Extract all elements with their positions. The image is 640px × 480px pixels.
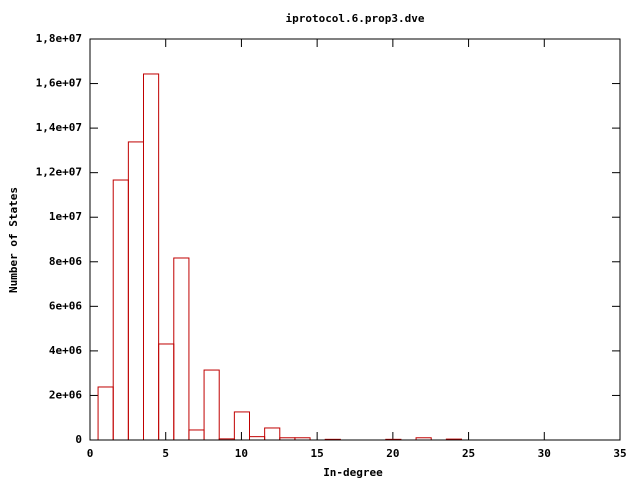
y-tick-label: 0	[75, 433, 82, 446]
y-tick-label: 6e+06	[49, 299, 82, 312]
x-tick-label: 0	[87, 447, 94, 460]
y-tick-label: 1,8e+07	[36, 32, 82, 45]
plot-border	[89, 38, 621, 441]
y-tick-label: 1,6e+07	[36, 77, 82, 90]
y-tick-label: 1,2e+07	[36, 166, 82, 179]
x-tick-label: 15	[311, 447, 324, 460]
y-tick-label: 2e+06	[49, 388, 82, 401]
y-axis-label: Number of States	[7, 187, 20, 293]
y-tick-label: 1,4e+07	[36, 121, 82, 134]
x-tick-label: 10	[235, 447, 248, 460]
x-tick-label: 35	[613, 447, 626, 460]
y-tick-label: 1e+07	[49, 210, 82, 223]
chart-title: iprotocol.6.prop3.dve	[285, 12, 424, 25]
y-tick-label: 4e+06	[49, 344, 82, 357]
x-axis-label: In-degree	[323, 466, 383, 479]
x-tick-label: 5	[162, 447, 169, 460]
x-tick-label: 20	[386, 447, 399, 460]
x-tick-label: 25	[462, 447, 475, 460]
x-tick-label: 30	[538, 447, 551, 460]
y-tick-label: 8e+06	[49, 255, 82, 268]
